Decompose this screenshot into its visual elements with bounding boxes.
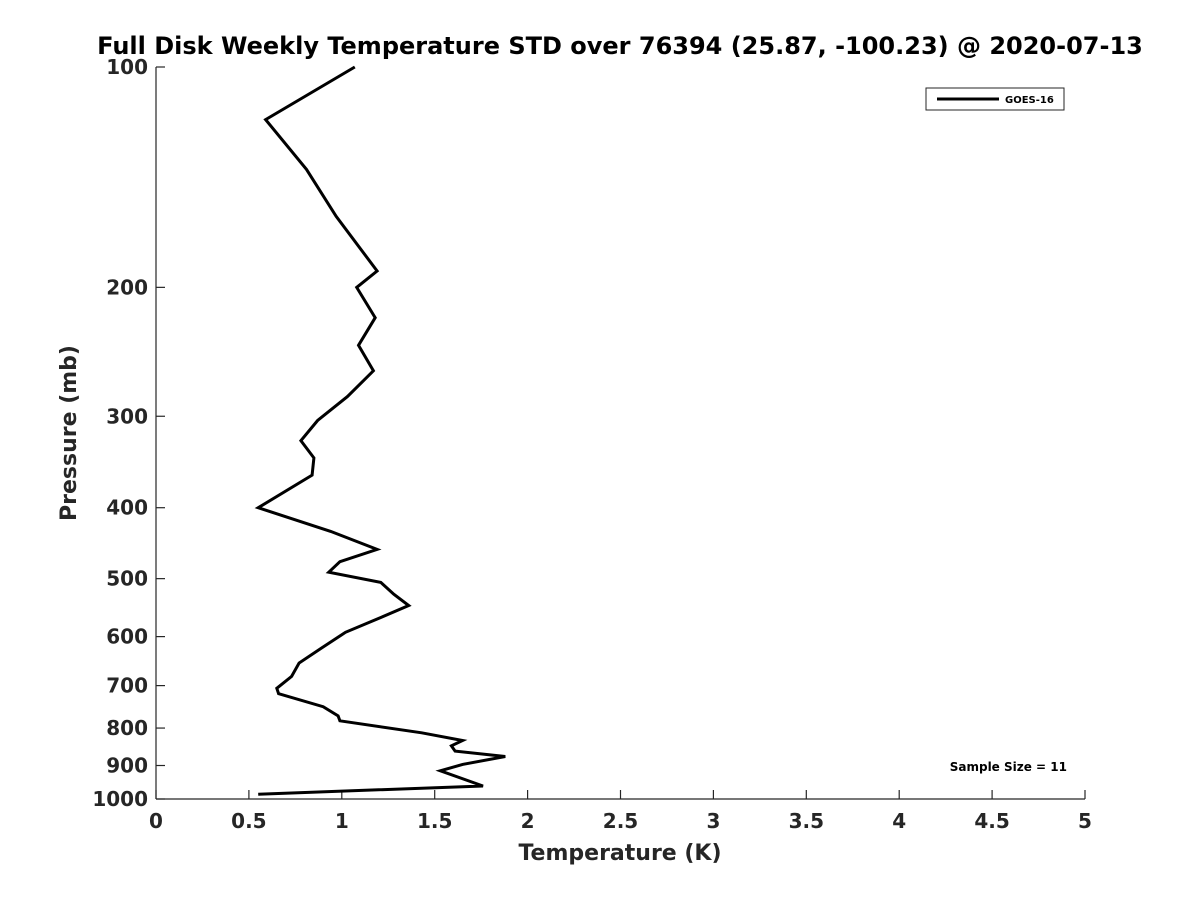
legend-label: GOES-16 xyxy=(1005,95,1054,106)
x-tick-label: 2 xyxy=(521,809,535,833)
y-tick-label: 900 xyxy=(106,754,148,778)
legend: GOES-16 xyxy=(925,87,1065,111)
x-tick-label: 3.5 xyxy=(789,809,824,833)
x-tick-label: 4.5 xyxy=(974,809,1009,833)
y-tick-label: 500 xyxy=(106,567,148,591)
axes xyxy=(155,67,1085,800)
x-tick-label: 2.5 xyxy=(603,809,638,833)
y-tick-label: 300 xyxy=(106,404,148,428)
x-ticks: 0 0.5 1 1.5 2 2.5 3 3.5 4 4.5 5 xyxy=(149,790,1092,833)
sample-size-annotation: Sample Size = 11 xyxy=(950,760,1067,774)
y-axis-label: Pressure (mb) xyxy=(57,345,82,521)
x-tick-label: 4 xyxy=(892,809,906,833)
x-axis-label: Temperature (K) xyxy=(518,841,721,866)
x-tick-label: 5 xyxy=(1078,809,1092,833)
y-tick-label: 200 xyxy=(106,275,148,299)
x-tick-label: 1 xyxy=(335,809,349,833)
x-tick-label: 1.5 xyxy=(417,809,452,833)
x-tick-label: 0.5 xyxy=(231,809,266,833)
y-tick-label: 800 xyxy=(106,716,148,740)
y-tick-label: 700 xyxy=(106,674,148,698)
y-ticks: 100 200 300 400 500 600 700 800 900 1000 xyxy=(92,55,165,811)
x-tick-label: 0 xyxy=(149,809,163,833)
y-tick-label: 100 xyxy=(106,55,148,79)
x-tick-label: 3 xyxy=(706,809,720,833)
y-tick-label: 1000 xyxy=(92,787,148,811)
series-layer xyxy=(254,65,506,796)
chart-title: Full Disk Weekly Temperature STD over 76… xyxy=(97,32,1143,60)
series-line-goes-16 xyxy=(254,65,506,796)
y-tick-label: 400 xyxy=(106,496,148,520)
y-tick-label: 600 xyxy=(106,625,148,649)
